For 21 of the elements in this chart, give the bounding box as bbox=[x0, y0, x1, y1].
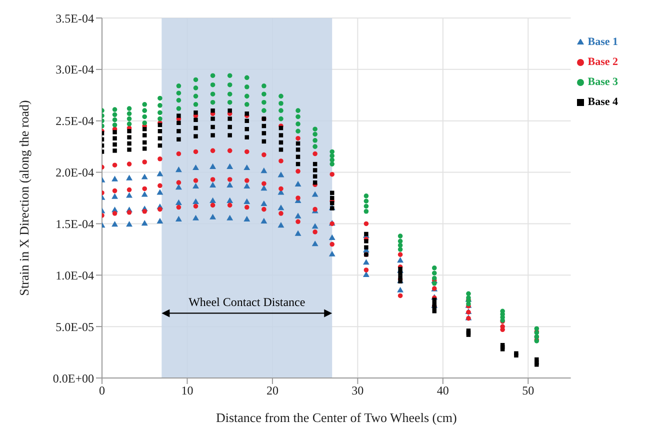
x-tick-label: 20 bbox=[266, 384, 278, 398]
y-tick-label: 3.0E-04 bbox=[56, 62, 94, 77]
y-tick-label: 3.5E-04 bbox=[56, 11, 94, 26]
x-axis-title: Distance from the Center of Two Wheels (cm) bbox=[216, 410, 457, 425]
y-tick-label: 0.0E+00 bbox=[52, 371, 94, 386]
x-tick-label: 30 bbox=[352, 384, 364, 398]
legend-label: Base 3 bbox=[588, 76, 618, 88]
x-tick-label: 40 bbox=[436, 384, 449, 398]
band-label: Wheel Contact Distance bbox=[188, 295, 306, 310]
x-tick-label: 10 bbox=[181, 384, 194, 398]
y-tick-label: 1.5E-04 bbox=[56, 216, 94, 231]
x-tick-label: 50 bbox=[522, 384, 534, 398]
legend-label: Base 4 bbox=[588, 96, 618, 108]
x-tick-label: 0 bbox=[99, 384, 105, 398]
legend-label: Base 2 bbox=[588, 56, 618, 68]
y-axis-title: Strain in X Direction (along the road) bbox=[16, 100, 32, 296]
y-tick-label: 1.0E-04 bbox=[56, 268, 94, 282]
y-tick-label: 5.0E-05 bbox=[56, 320, 94, 334]
y-tick-label: 2.0E-04 bbox=[56, 166, 94, 180]
y-tick-label: 2.5E-04 bbox=[56, 114, 94, 128]
legend-label: Base 1 bbox=[588, 36, 618, 48]
